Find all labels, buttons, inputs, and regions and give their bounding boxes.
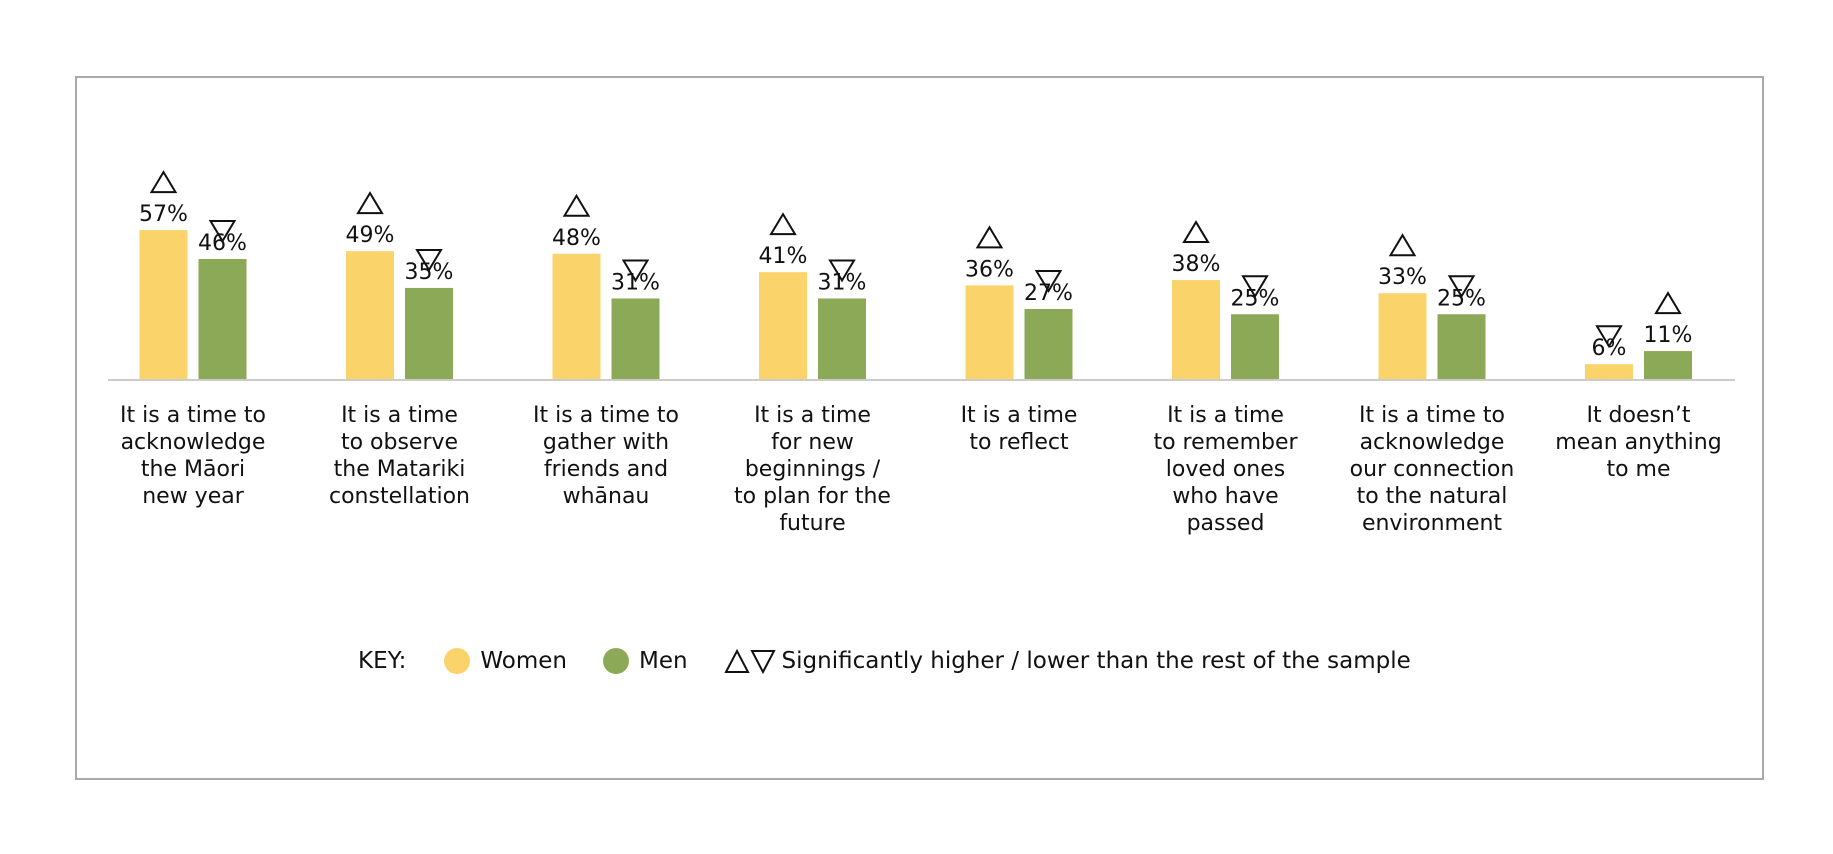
triangle-up-icon-women-3 bbox=[562, 193, 591, 217]
category-label-6-line-4: who have bbox=[1172, 484, 1278, 509]
category-label-5-line-1: It is a time bbox=[961, 403, 1078, 428]
data-label-women-3: 48% bbox=[552, 226, 601, 251]
data-label-women-1: 57% bbox=[139, 202, 188, 227]
category-label-7-line-1: It is a time to bbox=[1359, 403, 1505, 428]
bar-women-8 bbox=[1585, 364, 1633, 380]
legend-swatch-men bbox=[602, 648, 629, 674]
category-label-1-line-1: It is a time to bbox=[120, 403, 266, 428]
category-label-2-line-1: It is a time bbox=[341, 403, 458, 428]
legend-label-significance: Significantly higher / lower than the re… bbox=[781, 648, 1411, 674]
bar-women-2 bbox=[346, 251, 394, 380]
category-label-3-line-3: friends and bbox=[544, 457, 668, 482]
legend-label-men: Men bbox=[638, 648, 688, 674]
category-label-8-line-2: mean anything bbox=[1555, 430, 1721, 455]
legend-key-label: KEY: bbox=[358, 648, 407, 674]
category-label-4-line-3: beginnings / bbox=[745, 457, 881, 482]
bar-women-3 bbox=[552, 253, 601, 380]
triangle-down-icon-men-1 bbox=[208, 220, 237, 243]
data-label-men-6: 25% bbox=[1231, 286, 1280, 311]
bar-men-3 bbox=[611, 298, 660, 380]
data-label-women-2: 49% bbox=[346, 223, 395, 248]
triangle-up-icon-men-8 bbox=[1654, 291, 1682, 315]
category-label-3-line-1: It is a time to bbox=[533, 403, 679, 428]
category-label-8-line-1: It doesn’t bbox=[1586, 403, 1690, 428]
triangle-up-down-icon bbox=[723, 648, 776, 674]
category-label-1-line-4: new year bbox=[142, 484, 245, 509]
data-label-women-7: 33% bbox=[1378, 265, 1427, 290]
category-label-6-line-5: passed bbox=[1187, 511, 1265, 536]
data-label-men-4: 31% bbox=[818, 270, 867, 295]
bar-men-8 bbox=[1644, 351, 1692, 380]
triangle-up-icon-women-5 bbox=[975, 225, 1004, 249]
category-label-4-line-5: future bbox=[779, 511, 845, 536]
triangle-up-icon-women-4 bbox=[769, 212, 797, 236]
category-label-5-line-2: to reflect bbox=[969, 430, 1069, 455]
chart-frame bbox=[75, 76, 1764, 780]
category-label-4-line-4: to plan for the bbox=[734, 484, 891, 509]
bar-men-4 bbox=[818, 298, 866, 380]
data-label-women-6: 38% bbox=[1172, 252, 1221, 277]
category-label-1-line-3: the Māori bbox=[141, 457, 245, 482]
data-label-women-5: 36% bbox=[965, 257, 1014, 282]
triangle-down-icon-men-5 bbox=[1034, 269, 1063, 293]
category-label-8-line-3: to me bbox=[1606, 457, 1670, 482]
bar-women-6 bbox=[1172, 280, 1220, 380]
category-label-7-line-5: environment bbox=[1362, 511, 1502, 536]
triangle-down-icon-men-4 bbox=[828, 259, 856, 283]
data-label-women-8: 6% bbox=[1592, 336, 1627, 361]
category-label-7-line-4: to the natural bbox=[1357, 484, 1508, 509]
category-label-3-line-2: gather with bbox=[543, 430, 669, 455]
legend-swatch-women bbox=[444, 648, 471, 674]
triangle-up-icon-women-1 bbox=[149, 170, 178, 194]
legend-item-significance: Significantly higher / lower than the re… bbox=[723, 648, 1411, 674]
legend-item-men: Men bbox=[602, 648, 688, 674]
data-label-men-2: 35% bbox=[405, 260, 454, 285]
data-label-men-3: 31% bbox=[611, 270, 660, 295]
category-label-2-line-4: constellation bbox=[329, 484, 470, 509]
bar-men-5 bbox=[1024, 308, 1073, 380]
bar-women-4 bbox=[759, 272, 807, 380]
legend-label-women: Women bbox=[480, 648, 567, 674]
data-label-men-5: 27% bbox=[1024, 281, 1073, 306]
triangle-down-icon-men-3 bbox=[621, 259, 650, 283]
triangle-down-icon-men-2 bbox=[415, 248, 443, 272]
data-label-men-1: 46% bbox=[198, 231, 247, 256]
category-label-4-line-2: for new bbox=[771, 430, 854, 455]
triangle-up-icon-women-7 bbox=[1388, 233, 1417, 257]
legend: KEY: Women Men Significantly higher / lo… bbox=[358, 648, 1447, 674]
data-label-women-4: 41% bbox=[759, 244, 808, 269]
triangle-down-icon-women-8 bbox=[1595, 325, 1623, 349]
bar-women-1 bbox=[139, 230, 188, 380]
category-label-6-line-1: It is a time bbox=[1167, 403, 1284, 428]
bar-men-6 bbox=[1231, 314, 1279, 380]
bar-men-2 bbox=[405, 287, 453, 380]
bars-layer bbox=[139, 230, 1692, 380]
category-label-2-line-3: the Matariki bbox=[334, 457, 466, 482]
category-label-4-line-1: It is a time bbox=[754, 403, 871, 428]
category-label-7-line-2: acknowledge bbox=[1360, 430, 1505, 455]
triangle-down-icon-men-7 bbox=[1447, 275, 1476, 299]
category-label-3-line-4: whānau bbox=[563, 484, 650, 509]
triangle-up-icon-women-2 bbox=[356, 191, 384, 215]
category-label-2-line-2: to observe bbox=[341, 430, 458, 455]
data-label-men-7: 25% bbox=[1437, 286, 1486, 311]
bar-men-7 bbox=[1437, 314, 1486, 380]
category-label-7-line-3: our connection bbox=[1350, 457, 1515, 482]
triangle-down-icon-men-6 bbox=[1241, 275, 1269, 299]
data-label-men-8: 11% bbox=[1644, 323, 1693, 348]
triangle-up-icon-women-6 bbox=[1182, 220, 1210, 244]
bar-women-5 bbox=[965, 285, 1014, 380]
legend-item-women: Women bbox=[444, 648, 567, 674]
category-label-1-line-2: acknowledge bbox=[121, 430, 266, 455]
category-label-6-line-2: to remember bbox=[1153, 430, 1298, 455]
bar-women-7 bbox=[1378, 293, 1427, 380]
category-label-6-line-3: loved ones bbox=[1166, 457, 1286, 482]
bar-men-1 bbox=[198, 259, 247, 380]
